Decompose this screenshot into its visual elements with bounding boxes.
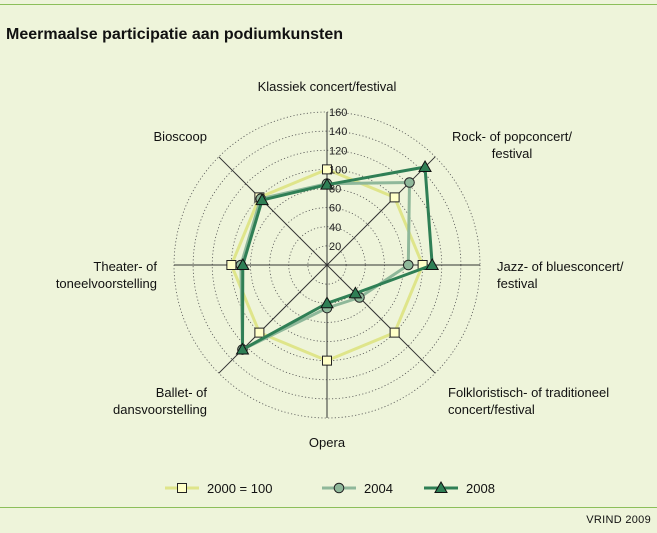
data-point (322, 164, 332, 175)
data-point (226, 260, 237, 270)
data-point (389, 327, 400, 338)
data-point (235, 257, 250, 270)
data-point (425, 257, 440, 270)
data-point (322, 355, 332, 366)
category-label: Bioscoop (154, 129, 207, 144)
category-label: Ballet- of dansvoorstelling (113, 385, 207, 417)
category-label-line: concert/festival (448, 402, 535, 417)
tick-label: 120 (329, 145, 347, 157)
axis-spoke (218, 264, 328, 374)
category-label: Theater- of toneelvoorstelling (56, 259, 158, 291)
axis-spoke (326, 264, 436, 374)
data-point (418, 159, 432, 172)
top-rule (0, 4, 657, 5)
category-label-line: Folkloristisch- of traditioneel (448, 385, 609, 400)
tick-label: 20 (329, 241, 341, 253)
chart-title: Meermaalse participatie aan podiumkunste… (6, 26, 343, 43)
tick-label: 160 (329, 107, 347, 119)
category-label-line: Opera (309, 435, 346, 450)
category-label-line: festival (497, 276, 538, 291)
tick-label: 100 (329, 164, 347, 176)
data-point (254, 327, 265, 338)
tick-label: 80 (329, 184, 341, 196)
legend-marker (333, 482, 345, 494)
data-point (320, 177, 334, 190)
data-point (404, 177, 415, 188)
data-point (402, 259, 414, 271)
axis-spoke (326, 156, 436, 266)
category-label: Jazz- of bluesconcert/festival (497, 259, 624, 291)
category-label: Opera (309, 435, 346, 450)
legend-label: 2008 (466, 481, 495, 496)
data-point (320, 296, 334, 309)
tick-label: 60 (329, 203, 341, 215)
category-label-line: Klassiek concert/festival (258, 79, 397, 94)
legend-marker (177, 483, 187, 493)
bottom-rule (0, 507, 657, 508)
category-label-line: dansvoorstelling (113, 402, 207, 417)
data-point (348, 286, 363, 299)
data-point (389, 192, 400, 203)
legend-marker (434, 480, 448, 493)
category-label: Klassiek concert/festival (258, 79, 397, 94)
category-label-line: toneelvoorstelling (56, 276, 157, 291)
category-label-line: Jazz- of bluesconcert/ (497, 259, 624, 274)
category-label-line: festival (492, 146, 533, 161)
category-label-line: Ballet- of (156, 385, 208, 400)
data-point (235, 342, 250, 355)
category-label: Folkloristisch- of traditioneel concert/f… (448, 385, 609, 417)
axis-spoke (218, 156, 328, 266)
legend-label: 2000 = 100 (207, 481, 272, 496)
category-label-line: Bioscoop (154, 129, 207, 144)
data-point (255, 193, 269, 206)
category-label-line: Theater- of (93, 259, 157, 274)
tick-label: 40 (329, 222, 341, 234)
legend-label: 2004 (364, 481, 393, 496)
category-label-line: Rock- of popconcert/ (452, 129, 572, 144)
source-credit: VRIND 2009 (586, 514, 651, 526)
category-label: Rock- of popconcert/festival (452, 129, 572, 161)
tick-label: 140 (329, 126, 347, 138)
